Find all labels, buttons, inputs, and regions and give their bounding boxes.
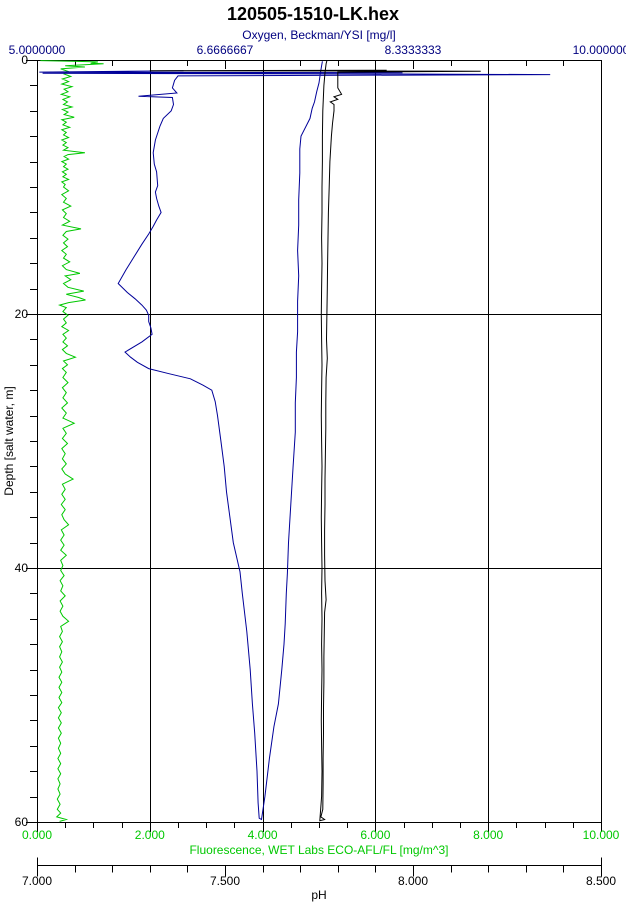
series-line-oxygen (39, 61, 551, 821)
plot-border (37, 60, 602, 823)
oxygen-tick-label: 10.000000 (573, 43, 626, 57)
fluorescence-tick-label: 10.000 (583, 828, 620, 842)
fluorescence-tick-label: 2.000 (135, 828, 165, 842)
fluorescence-axis-title: Fluorescence, WET Labs ECO-AFL/FL [mg/m^… (189, 843, 449, 857)
depth-tick-label: 20 (15, 307, 29, 321)
oxygen-tick-label: 8.3333333 (385, 43, 442, 57)
plot-title: 120505-1510-LK.hex (226, 4, 400, 24)
ph-tick-label: 8.500 (586, 874, 616, 888)
series-line-fluorescence (40, 60, 104, 822)
axis-left-depth (26, 60, 37, 823)
axis-bottom-ph-labels: 7.000 7.500 8.000 8.500 (22, 874, 616, 888)
series-fluorescence (40, 60, 104, 822)
depth-tick-label: 0 (21, 53, 28, 67)
axis-left-depth-labels: 0 20 40 60 (15, 53, 29, 829)
fluorescence-tick-label: 0.000 (22, 828, 52, 842)
axis-bottom-ph (37, 857, 602, 877)
depth-tick-label: 40 (15, 561, 29, 575)
axis-bottom-fluorescence-labels: 0.000 2.000 4.000 6.000 8.000 10.000 (22, 828, 620, 842)
series-oxygen (39, 61, 551, 821)
axis-bottom-fluorescence (37, 822, 602, 832)
ph-tick-label: 7.500 (210, 874, 240, 888)
gridlines (37, 60, 601, 822)
oxygen-tick-label: 6.6666667 (197, 43, 254, 57)
fluorescence-tick-label: 8.000 (473, 828, 503, 842)
axis-top-oxygen-labels: 5.0000000 6.6666667 8.3333333 10.000000 (9, 43, 626, 57)
depth-tick-label: 60 (15, 815, 29, 829)
ph-axis-title: pH (311, 888, 327, 902)
fluorescence-tick-label: 6.000 (360, 828, 390, 842)
oxygen-axis-title: Oxygen, Beckman/YSI [mg/l] (242, 28, 396, 42)
series-line-ph (149, 60, 481, 822)
ph-tick-label: 8.000 (398, 874, 428, 888)
ph-tick-label: 7.000 (22, 874, 52, 888)
series-ph (149, 60, 481, 822)
axis-top-oxygen (37, 60, 602, 69)
plot-frame (37, 60, 602, 823)
oxygen-tick-label: 5.0000000 (9, 43, 66, 57)
fluorescence-tick-label: 4.000 (248, 828, 278, 842)
